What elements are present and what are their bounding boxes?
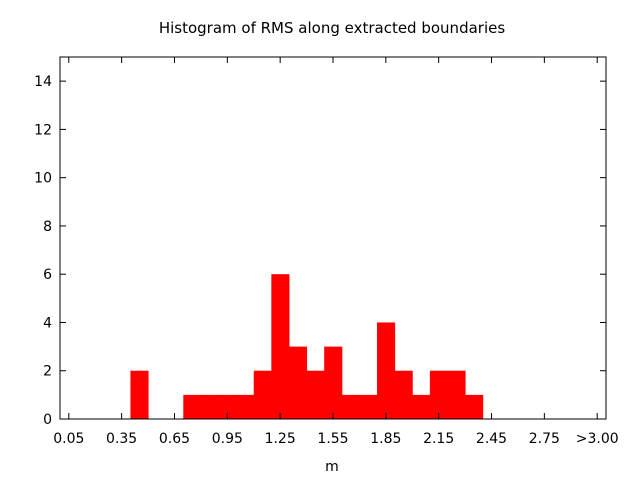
y-tick-label: 8 (43, 219, 52, 235)
x-tick-label: 1.55 (317, 431, 348, 447)
bar (253, 370, 272, 419)
bar (218, 394, 237, 419)
chart-title: Histogram of RMS along extracted boundar… (159, 19, 506, 37)
bar (130, 370, 149, 419)
bar (429, 370, 448, 419)
bar (236, 394, 255, 419)
x-tick-label: 0.05 (53, 431, 84, 447)
x-tick-label: 2.45 (476, 431, 507, 447)
y-tick-label: 6 (43, 267, 52, 283)
bar (465, 394, 484, 419)
bar (341, 394, 360, 419)
bar (183, 394, 202, 419)
x-tick-label: 1.25 (265, 431, 296, 447)
bar (288, 346, 308, 419)
bar (447, 370, 466, 419)
bar (324, 346, 343, 419)
y-tick-label: 10 (34, 171, 52, 187)
x-tick-label: 0.65 (159, 431, 190, 447)
bar (377, 322, 396, 419)
y-axis-ticks: 0 2 4 6 8 10 12 14 (34, 74, 606, 428)
x-tick-label: 2.15 (423, 431, 454, 447)
x-tick-label: 0.35 (106, 431, 137, 447)
bar (306, 370, 325, 419)
y-tick-label: 14 (34, 74, 52, 90)
bar (271, 274, 290, 419)
x-tick-label: >3.00 (576, 431, 619, 447)
y-tick-label: 2 (43, 364, 52, 380)
x-tick-label: 0.95 (212, 431, 243, 447)
bar (394, 370, 413, 419)
y-tick-label: 4 (43, 315, 52, 331)
y-tick-label: 0 (43, 412, 52, 428)
x-axis-label: m (325, 459, 339, 475)
bar (359, 394, 378, 419)
bar (412, 394, 431, 419)
x-tick-label: 1.85 (370, 431, 401, 447)
x-axis-ticks: 0.05 0.35 0.65 0.95 1.25 1.55 1.85 2.15 2.45 2.75… (53, 57, 619, 447)
bars-group (130, 274, 484, 419)
x-tick-label: 2.75 (529, 431, 560, 447)
y-tick-label: 12 (34, 122, 52, 138)
bar (200, 394, 220, 419)
